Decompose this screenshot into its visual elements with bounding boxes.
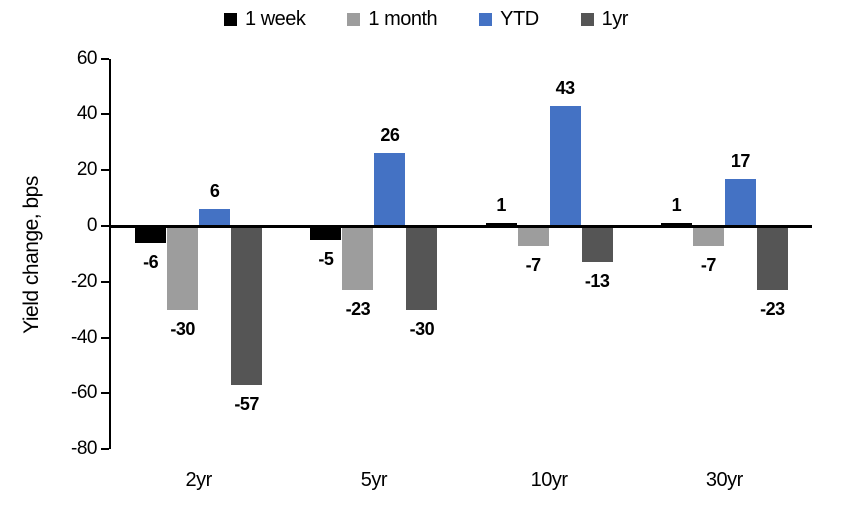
ytick-mark [101, 225, 109, 227]
ytick-label: 20 [76, 159, 98, 181]
category-label: 30yr [705, 469, 743, 492]
bar [310, 226, 342, 240]
bar [167, 226, 199, 310]
ytick-label: -60 [71, 382, 97, 404]
bar-value-label: -7 [700, 254, 717, 275]
bar [692, 226, 724, 246]
bar-value-label: 1 [496, 195, 506, 216]
ytick-mark [101, 169, 109, 172]
bar-value-label: 1 [671, 195, 682, 216]
ytick-label: 0 [86, 215, 98, 236]
legend-label: 1 week [245, 8, 306, 30]
legend-item-1-week: 1 week [224, 8, 306, 31]
ytick-label: 40 [76, 103, 98, 125]
bar-value-label: 17 [730, 150, 751, 171]
bar [517, 226, 549, 246]
ytick-mark [101, 113, 109, 116]
bar [135, 226, 167, 243]
legend-item-1-month: 1 month [347, 8, 438, 31]
bar [660, 223, 692, 226]
bar [581, 226, 613, 263]
legend-label: YTD [500, 8, 539, 30]
ytick-mark [101, 57, 109, 60]
bar-value-label: -13 [584, 271, 610, 292]
chart-legend: 1 week 1 month YTD 1yr [0, 8, 852, 31]
zero-axis-line [111, 225, 812, 228]
legend-item-1yr: 1yr [580, 8, 629, 31]
bar-value-label: -30 [170, 318, 195, 339]
bar-value-label: -57 [234, 394, 259, 415]
bar [756, 226, 788, 291]
category-label: 5yr [360, 469, 388, 492]
bar [231, 226, 263, 386]
bar [724, 178, 756, 226]
legend-label: 1 month [368, 8, 438, 30]
ytick-mark [101, 280, 109, 283]
ytick-mark [101, 336, 109, 339]
bar-value-label: -23 [760, 299, 785, 320]
legend-square-icon [580, 13, 594, 26]
ytick-label: 60 [76, 47, 98, 69]
bar-value-label: -5 [318, 248, 334, 269]
bar [199, 209, 231, 226]
bar [549, 106, 581, 226]
y-axis-title: Yield change, bps [20, 176, 43, 334]
bar-value-label: -6 [143, 251, 159, 272]
ytick-label: -40 [71, 326, 97, 348]
legend-item-ytd: YTD [479, 8, 539, 31]
bar [485, 223, 517, 226]
bar [374, 153, 406, 226]
legend-square-icon [224, 13, 238, 26]
bar [406, 226, 438, 310]
bar-value-label: -23 [345, 299, 371, 320]
y-axis-line [109, 58, 111, 450]
bar [342, 226, 374, 291]
bar-value-label: 6 [209, 181, 220, 202]
category-label: 2yr [185, 469, 212, 492]
legend-square-icon [347, 13, 361, 26]
bar-value-label: 43 [555, 78, 576, 99]
legend-label: 1yr [601, 8, 629, 30]
ytick-label: -80 [71, 438, 97, 460]
category-label: 10yr [530, 469, 568, 492]
legend-square-icon [479, 13, 493, 26]
bar-value-label: -30 [409, 318, 435, 339]
bar-value-label: 26 [380, 125, 400, 146]
bar-value-label: -7 [525, 254, 542, 275]
ytick-label: -20 [71, 270, 97, 292]
ytick-mark [101, 392, 109, 395]
ytick-mark [101, 448, 109, 451]
